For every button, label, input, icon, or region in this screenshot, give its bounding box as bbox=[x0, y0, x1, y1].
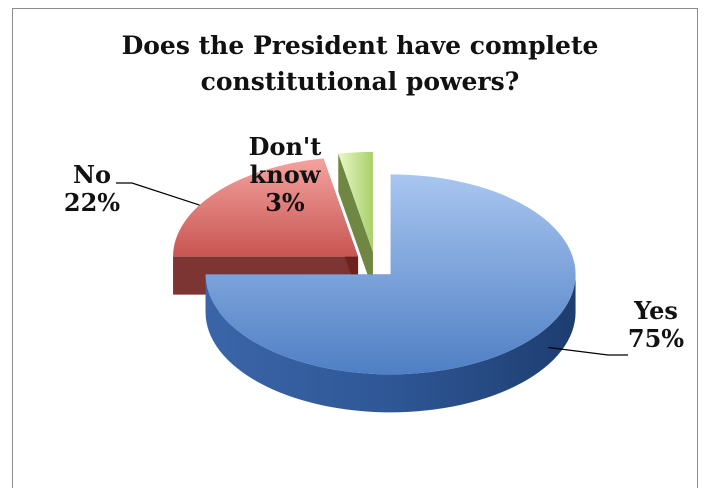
slice-name-yes: Yes bbox=[634, 296, 678, 325]
leader-line-no bbox=[116, 182, 200, 206]
slice-top-no bbox=[173, 158, 359, 257]
slice-top-dont-know bbox=[338, 151, 373, 252]
slice-value-dont-know: 3% bbox=[265, 188, 305, 217]
pie-slice-dont-know bbox=[338, 151, 373, 290]
slice-label-yes: Yes 75% bbox=[616, 297, 696, 353]
slice-name-dont-know-line2: know bbox=[249, 160, 321, 189]
slice-name-no: No bbox=[73, 160, 111, 189]
slice-value-no: 22% bbox=[63, 188, 121, 217]
slice-label-no: No 22% bbox=[52, 161, 132, 217]
slice-wall-dont-know-0 bbox=[338, 153, 373, 290]
slice-name-dont-know-line1: Don't bbox=[248, 132, 322, 161]
chart-title: Does the President have complete constit… bbox=[121, 31, 599, 96]
slice-side-yes bbox=[205, 274, 576, 413]
slice-value-yes: 75% bbox=[627, 324, 685, 353]
slice-top-yes bbox=[205, 174, 576, 375]
pie-slice-yes bbox=[205, 174, 576, 413]
leader-line-yes bbox=[548, 346, 628, 356]
slice-label-dont-know: Don't know 3% bbox=[240, 133, 330, 217]
